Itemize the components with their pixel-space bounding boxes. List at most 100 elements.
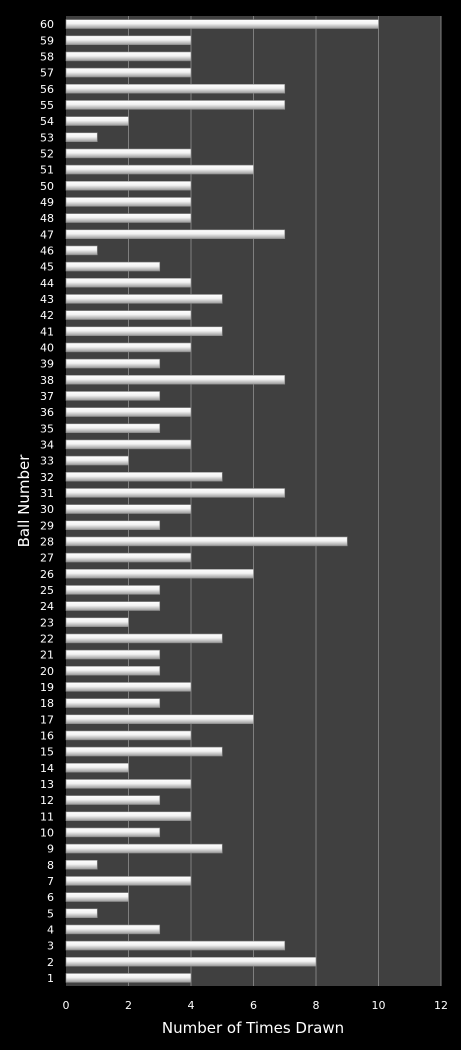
y-tick-label-50: 50 bbox=[40, 180, 54, 193]
y-tick-label-55: 55 bbox=[40, 99, 54, 112]
gridlines bbox=[128, 16, 442, 986]
y-tick-label-9: 9 bbox=[47, 843, 54, 856]
y-tick-label-45: 45 bbox=[40, 261, 54, 274]
bar-ball-56 bbox=[65, 84, 286, 94]
bar-ball-33 bbox=[65, 455, 129, 466]
x-tick-label-4: 4 bbox=[188, 999, 195, 1012]
y-tick-label-17: 17 bbox=[40, 713, 54, 726]
bar-ball-43 bbox=[65, 294, 223, 304]
bar-ball-10 bbox=[65, 827, 161, 838]
bar-ball-30 bbox=[65, 504, 192, 514]
bar-ball-31 bbox=[65, 488, 286, 498]
bar-ball-13 bbox=[65, 779, 192, 789]
y-tick-label-34: 34 bbox=[40, 438, 54, 451]
x-tick-label-2: 2 bbox=[125, 999, 132, 1012]
y-tick-label-13: 13 bbox=[40, 778, 54, 791]
bar-ball-49 bbox=[65, 197, 192, 207]
y-tick-label-39: 39 bbox=[40, 358, 54, 371]
y-tick-label-56: 56 bbox=[40, 83, 54, 96]
y-tick-label-46: 46 bbox=[40, 244, 54, 257]
y-axis-title: Ball Number bbox=[15, 454, 33, 548]
bar-ball-52 bbox=[65, 148, 192, 159]
y-tick-label-26: 26 bbox=[40, 568, 54, 581]
bar-ball-47 bbox=[65, 229, 286, 239]
y-tick-label-52: 52 bbox=[40, 147, 54, 160]
bar-ball-12 bbox=[65, 795, 161, 805]
bar-ball-41 bbox=[65, 326, 223, 336]
y-tick-label-40: 40 bbox=[40, 341, 54, 354]
y-tick-label-30: 30 bbox=[40, 503, 54, 516]
y-tick-label-8: 8 bbox=[47, 859, 54, 872]
bar-ball-21 bbox=[65, 649, 161, 660]
bar-ball-18 bbox=[65, 698, 161, 708]
y-tick-label-49: 49 bbox=[40, 196, 54, 209]
x-tick-label-6: 6 bbox=[250, 999, 257, 1012]
y-tick-label-1: 1 bbox=[47, 972, 54, 985]
x-tick-label-12: 12 bbox=[434, 999, 448, 1012]
bar-ball-50 bbox=[65, 181, 192, 191]
bar-ball-19 bbox=[65, 682, 192, 692]
bar-ball-3 bbox=[65, 940, 286, 951]
y-tick-label-41: 41 bbox=[40, 325, 54, 338]
bar-ball-22 bbox=[65, 633, 223, 644]
bar-ball-59 bbox=[65, 35, 192, 45]
y-tick-label-5: 5 bbox=[47, 907, 54, 920]
bar-ball-40 bbox=[65, 342, 192, 353]
y-tick-label-3: 3 bbox=[47, 940, 54, 953]
y-tick-label-11: 11 bbox=[40, 810, 54, 823]
y-tick-label-29: 29 bbox=[40, 519, 54, 532]
bar-ball-7 bbox=[65, 876, 192, 886]
bar-ball-57 bbox=[65, 67, 192, 78]
y-tick-label-22: 22 bbox=[40, 632, 54, 645]
bar-ball-20 bbox=[65, 666, 161, 676]
x-tick-label-0: 0 bbox=[63, 999, 70, 1012]
bar-ball-35 bbox=[65, 423, 161, 433]
y-tick-label-21: 21 bbox=[40, 649, 54, 662]
bar-ball-51 bbox=[65, 164, 254, 175]
bar-ball-54 bbox=[65, 116, 129, 126]
bar-ball-25 bbox=[65, 585, 161, 595]
bar-ball-8 bbox=[65, 860, 98, 870]
y-tick-label-33: 33 bbox=[40, 455, 54, 468]
bar-ball-24 bbox=[65, 601, 161, 611]
bar-ball-4 bbox=[65, 924, 161, 935]
bar-ball-15 bbox=[65, 746, 223, 757]
x-tick-label-10: 10 bbox=[372, 999, 386, 1012]
bar-ball-29 bbox=[65, 520, 161, 530]
y-tick-label-42: 42 bbox=[40, 309, 54, 322]
y-tick-label-37: 37 bbox=[40, 390, 54, 403]
bar-ball-16 bbox=[65, 730, 192, 741]
y-tick-label-12: 12 bbox=[40, 794, 54, 807]
bar-ball-39 bbox=[65, 358, 161, 369]
y-tick-label-19: 19 bbox=[40, 681, 54, 694]
bar-ball-9 bbox=[65, 843, 223, 854]
y-tick-label-4: 4 bbox=[47, 923, 54, 936]
y-tick-label-54: 54 bbox=[40, 115, 54, 128]
bar-ball-46 bbox=[65, 245, 98, 256]
bar-ball-37 bbox=[65, 391, 161, 401]
y-tick-label-16: 16 bbox=[40, 729, 54, 742]
bars bbox=[65, 19, 379, 983]
y-tick-label-59: 59 bbox=[40, 34, 54, 47]
bar-ball-1 bbox=[65, 973, 192, 983]
y-tick-label-43: 43 bbox=[40, 293, 54, 306]
bar-ball-53 bbox=[65, 132, 98, 142]
y-tick-labels: 1234567891011121314151617181920212223242… bbox=[40, 18, 54, 985]
y-tick-label-6: 6 bbox=[47, 891, 54, 904]
bar-ball-38 bbox=[65, 375, 286, 385]
bar-ball-27 bbox=[65, 552, 192, 563]
y-tick-label-15: 15 bbox=[40, 746, 54, 759]
y-tick-label-27: 27 bbox=[40, 552, 54, 565]
y-tick-label-14: 14 bbox=[40, 762, 54, 775]
y-tick-label-20: 20 bbox=[40, 665, 54, 678]
bar-ball-2 bbox=[65, 957, 317, 967]
y-tick-label-25: 25 bbox=[40, 584, 54, 597]
y-tick-label-47: 47 bbox=[40, 228, 54, 241]
y-tick-label-18: 18 bbox=[40, 697, 54, 710]
bar-ball-48 bbox=[65, 213, 192, 223]
bar-ball-42 bbox=[65, 310, 192, 320]
y-tick-label-31: 31 bbox=[40, 487, 54, 500]
y-tick-label-7: 7 bbox=[47, 875, 54, 888]
bar-ball-45 bbox=[65, 261, 161, 272]
